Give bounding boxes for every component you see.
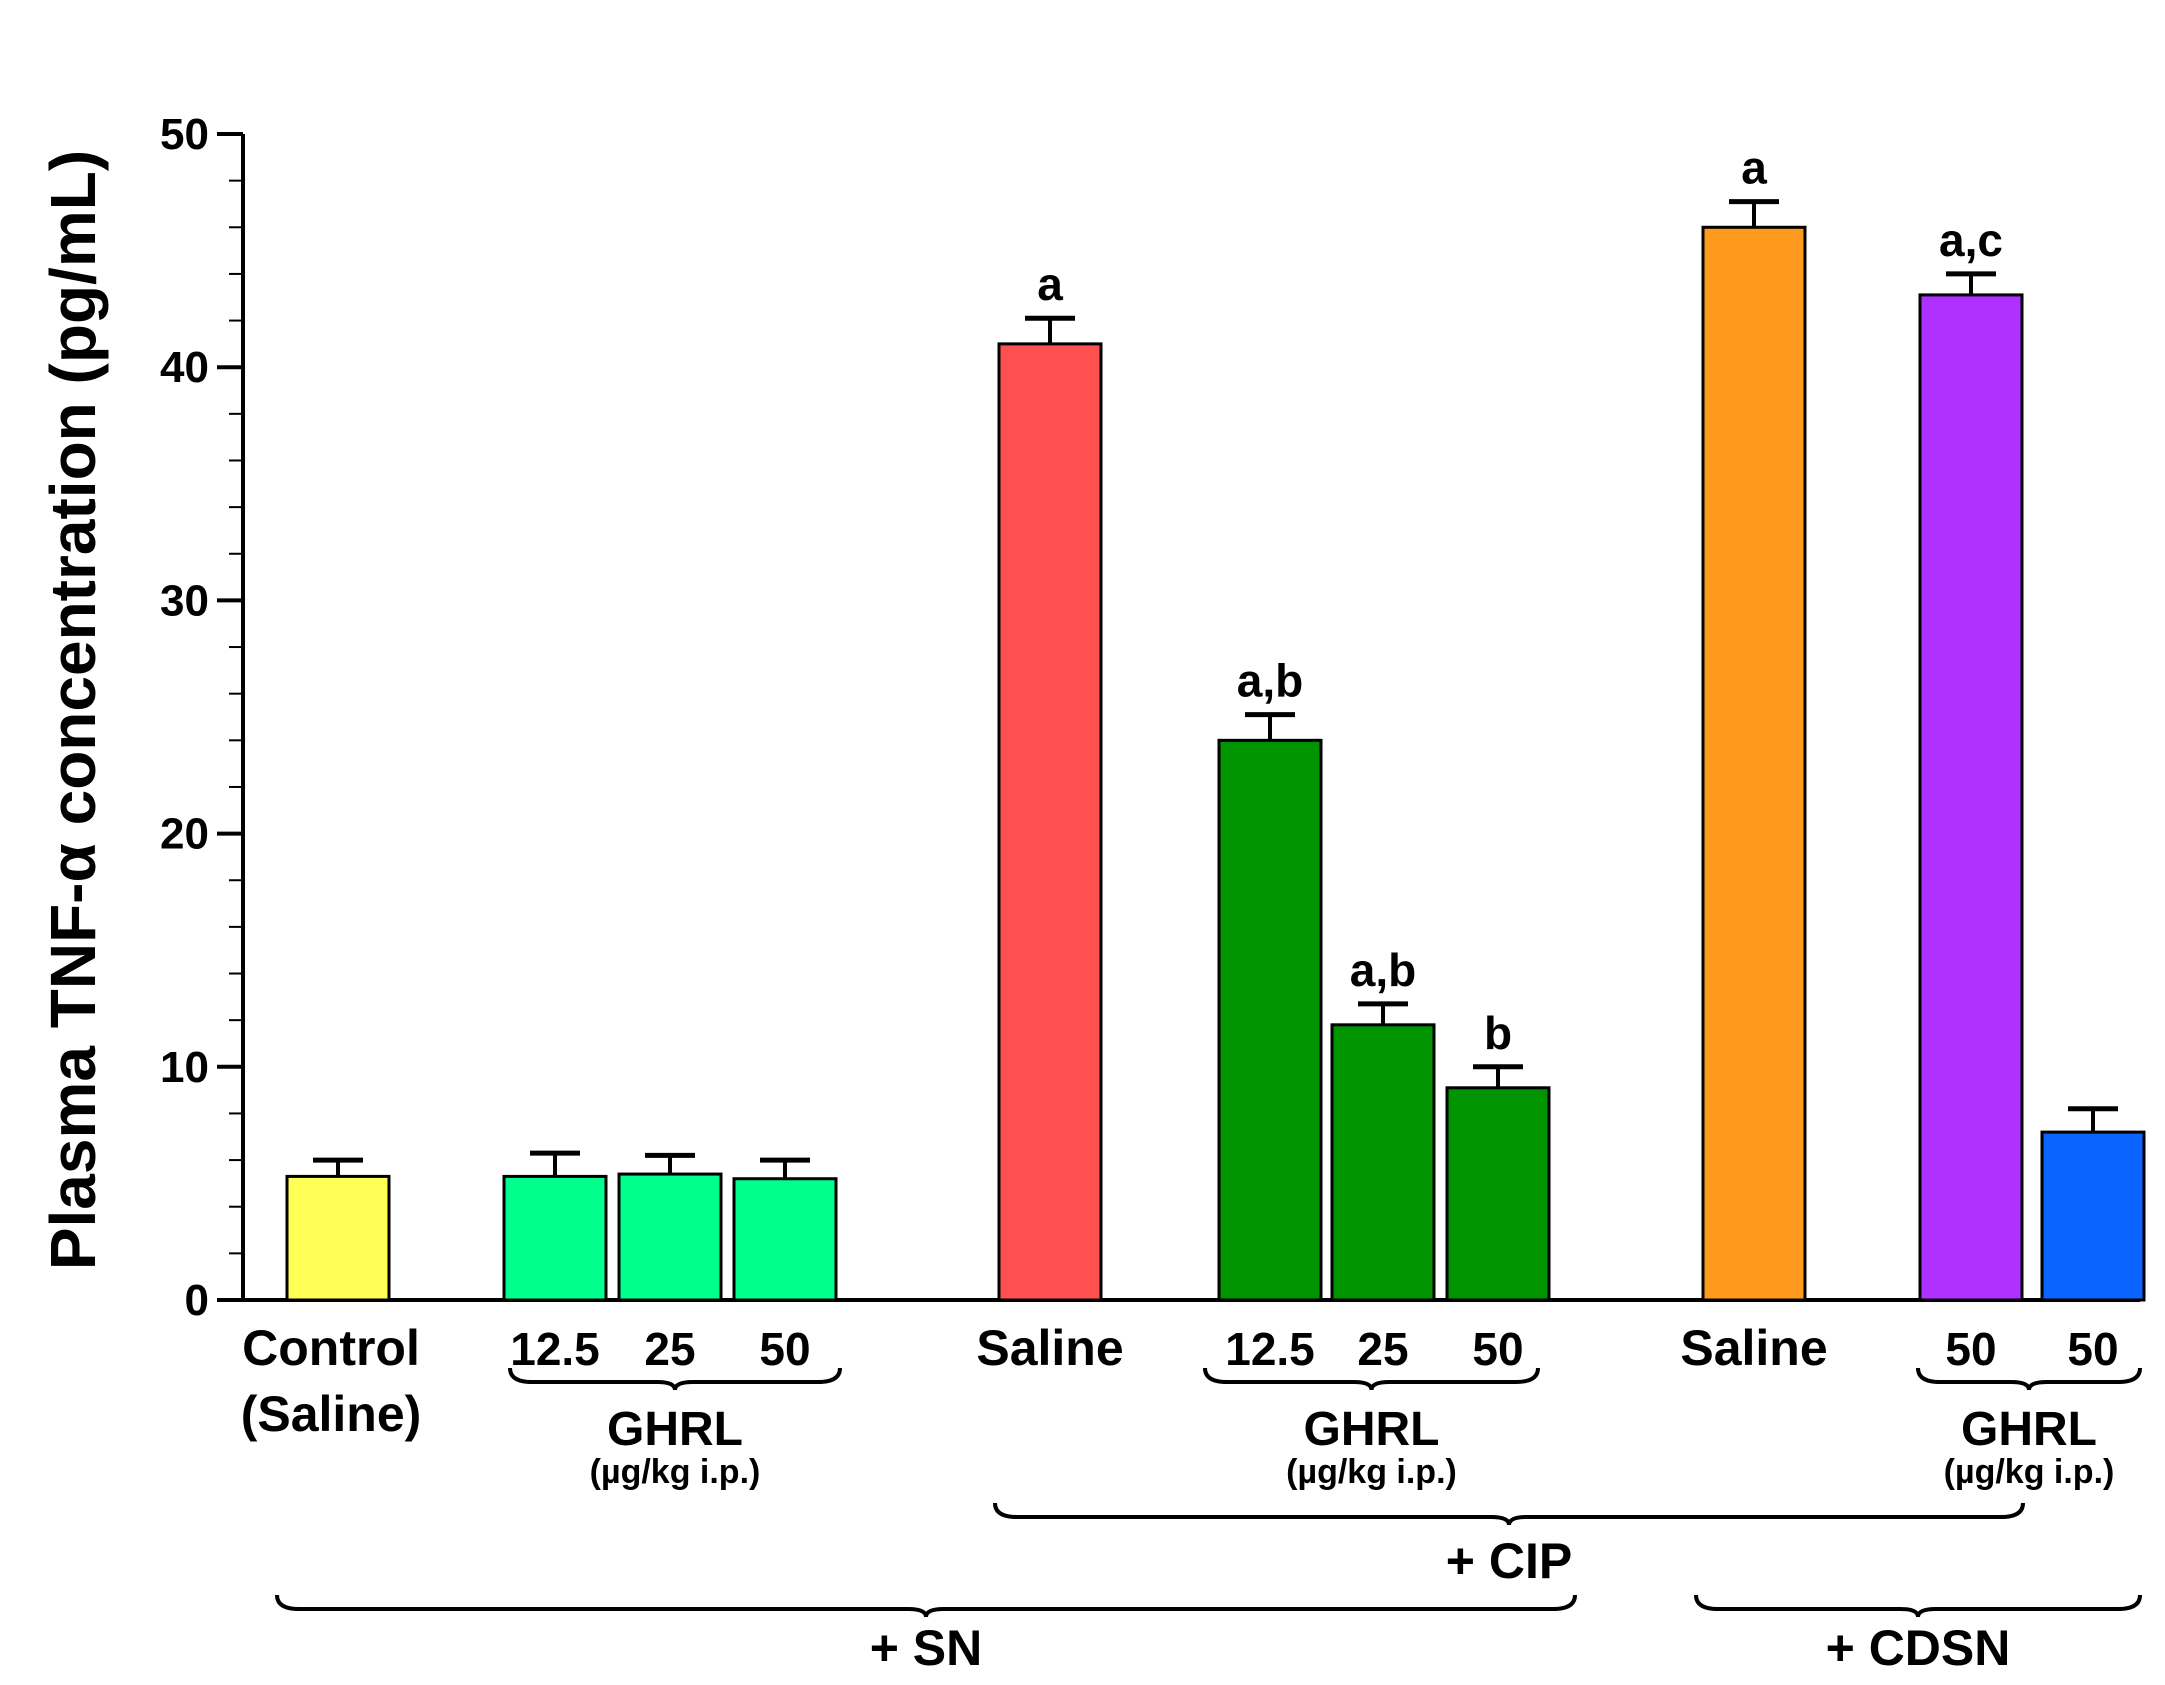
x-tick-label: 12.5: [1225, 1323, 1315, 1375]
group-bracket: [1203, 1367, 1540, 1391]
group-label: GHRL: [1304, 1403, 1440, 1456]
bar: [2040, 1130, 2146, 1302]
x-tick-label: 25: [1357, 1323, 1408, 1375]
bar: [1445, 1086, 1551, 1302]
bar: [285, 1174, 391, 1302]
significance-label: a,c: [1939, 214, 2003, 266]
bar: [502, 1174, 608, 1302]
group-bracket: [275, 1594, 1577, 1618]
group-label: + CIP: [1446, 1533, 1572, 1589]
bars: Control (Saline) 12.5 25 50 a Saline a,b 12.5 a,b…: [241, 142, 2146, 1442]
y-tick-label: 40: [160, 343, 209, 392]
x-tick-label: Saline: [976, 1320, 1123, 1376]
group-bracket: [993, 1502, 2025, 1526]
group-label: GHRL: [607, 1403, 743, 1456]
significance-label: a: [1037, 258, 1063, 310]
significance-label: a: [1741, 142, 1767, 194]
group-sublabel: (µg/kg i.p.): [590, 1453, 761, 1491]
group-label: GHRL: [1961, 1403, 2097, 1456]
group-label: + SN: [870, 1620, 983, 1676]
x-tick-label: Control: [242, 1320, 420, 1376]
bar: [1918, 293, 2024, 1302]
y-tick-label: 0: [185, 1276, 209, 1325]
x-tick-label: 12.5: [510, 1323, 600, 1375]
group-sublabel: (µg/kg i.p.): [1286, 1453, 1457, 1491]
group-bracket: [1694, 1594, 2142, 1618]
bar: [617, 1172, 723, 1302]
bar: [997, 342, 1103, 1302]
significance-label: a,b: [1237, 655, 1303, 707]
x-tick-label: 50: [1945, 1323, 1996, 1375]
y-axis-label: Plasma TNF-α concentration (pg/mL): [37, 150, 109, 1270]
group-brackets: GHRL(µg/kg i.p.)GHRL(µg/kg i.p.)GHRL(µg/…: [275, 1367, 2142, 1676]
significance-label: b: [1484, 1007, 1512, 1059]
x-tick-label: Saline: [1680, 1320, 1827, 1376]
bar: [1701, 225, 1807, 1302]
x-tick-label: 50: [759, 1323, 810, 1375]
bar: [732, 1177, 838, 1302]
group-sublabel: (µg/kg i.p.): [1944, 1453, 2115, 1491]
group-bracket: [508, 1367, 842, 1391]
bar: [1217, 738, 1323, 1302]
x-tick-label: 50: [1472, 1323, 1523, 1375]
y-tick-label: 10: [160, 1043, 209, 1092]
group-bracket: [1916, 1367, 2142, 1391]
bar: [1330, 1023, 1436, 1302]
significance-label: a,b: [1350, 944, 1416, 996]
y-tick-label: 50: [160, 110, 209, 159]
x-tick-label: (Saline): [241, 1386, 422, 1442]
y-tick-label: 20: [160, 810, 209, 859]
group-label: + CDSN: [1826, 1620, 2011, 1676]
x-tick-label: 50: [2067, 1323, 2118, 1375]
y-tick-label: 30: [160, 576, 209, 625]
x-tick-label: 25: [644, 1323, 695, 1375]
axes: 0 10 20 30 40 50: [160, 110, 2140, 1325]
